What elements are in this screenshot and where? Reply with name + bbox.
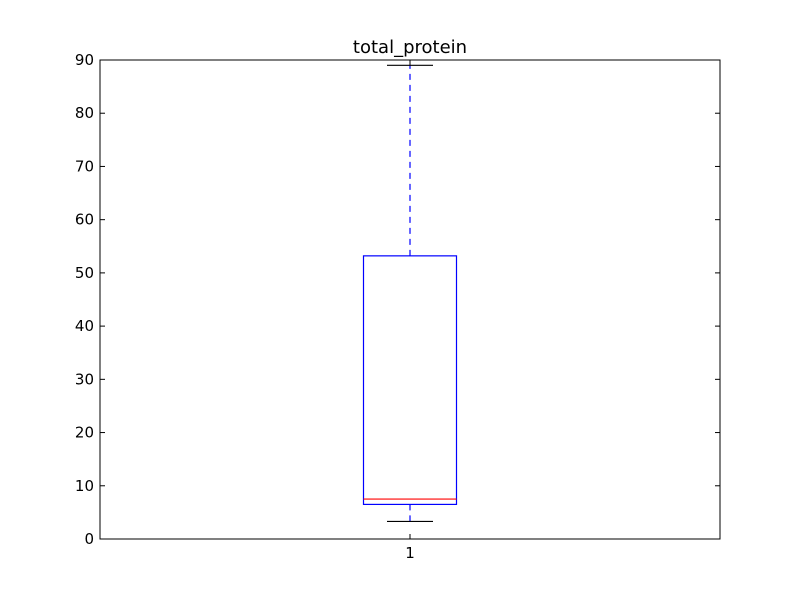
y-tick-label: 80 xyxy=(75,104,94,122)
y-axis: 0 10 20 30 40 50 60 70 80 90 xyxy=(75,51,720,548)
y-tick-label: 60 xyxy=(75,211,94,229)
y-tick-label: 10 xyxy=(75,477,94,495)
y-tick-label: 70 xyxy=(75,157,94,175)
y-tick-label: 30 xyxy=(75,370,94,388)
plot-area-frame xyxy=(99,59,721,540)
y-tick-label: 50 xyxy=(75,264,94,282)
x-tick-label: 1 xyxy=(405,544,415,562)
y-tick-label: 20 xyxy=(75,424,94,442)
box-iqr xyxy=(362,255,458,506)
x-axis: 1 xyxy=(405,60,415,562)
y-tick-label: 90 xyxy=(75,51,94,69)
y-tick-label: 0 xyxy=(84,530,94,548)
chart-title: total_protein xyxy=(353,37,467,58)
box-series xyxy=(362,64,458,523)
y-tick-label: 40 xyxy=(75,317,94,335)
